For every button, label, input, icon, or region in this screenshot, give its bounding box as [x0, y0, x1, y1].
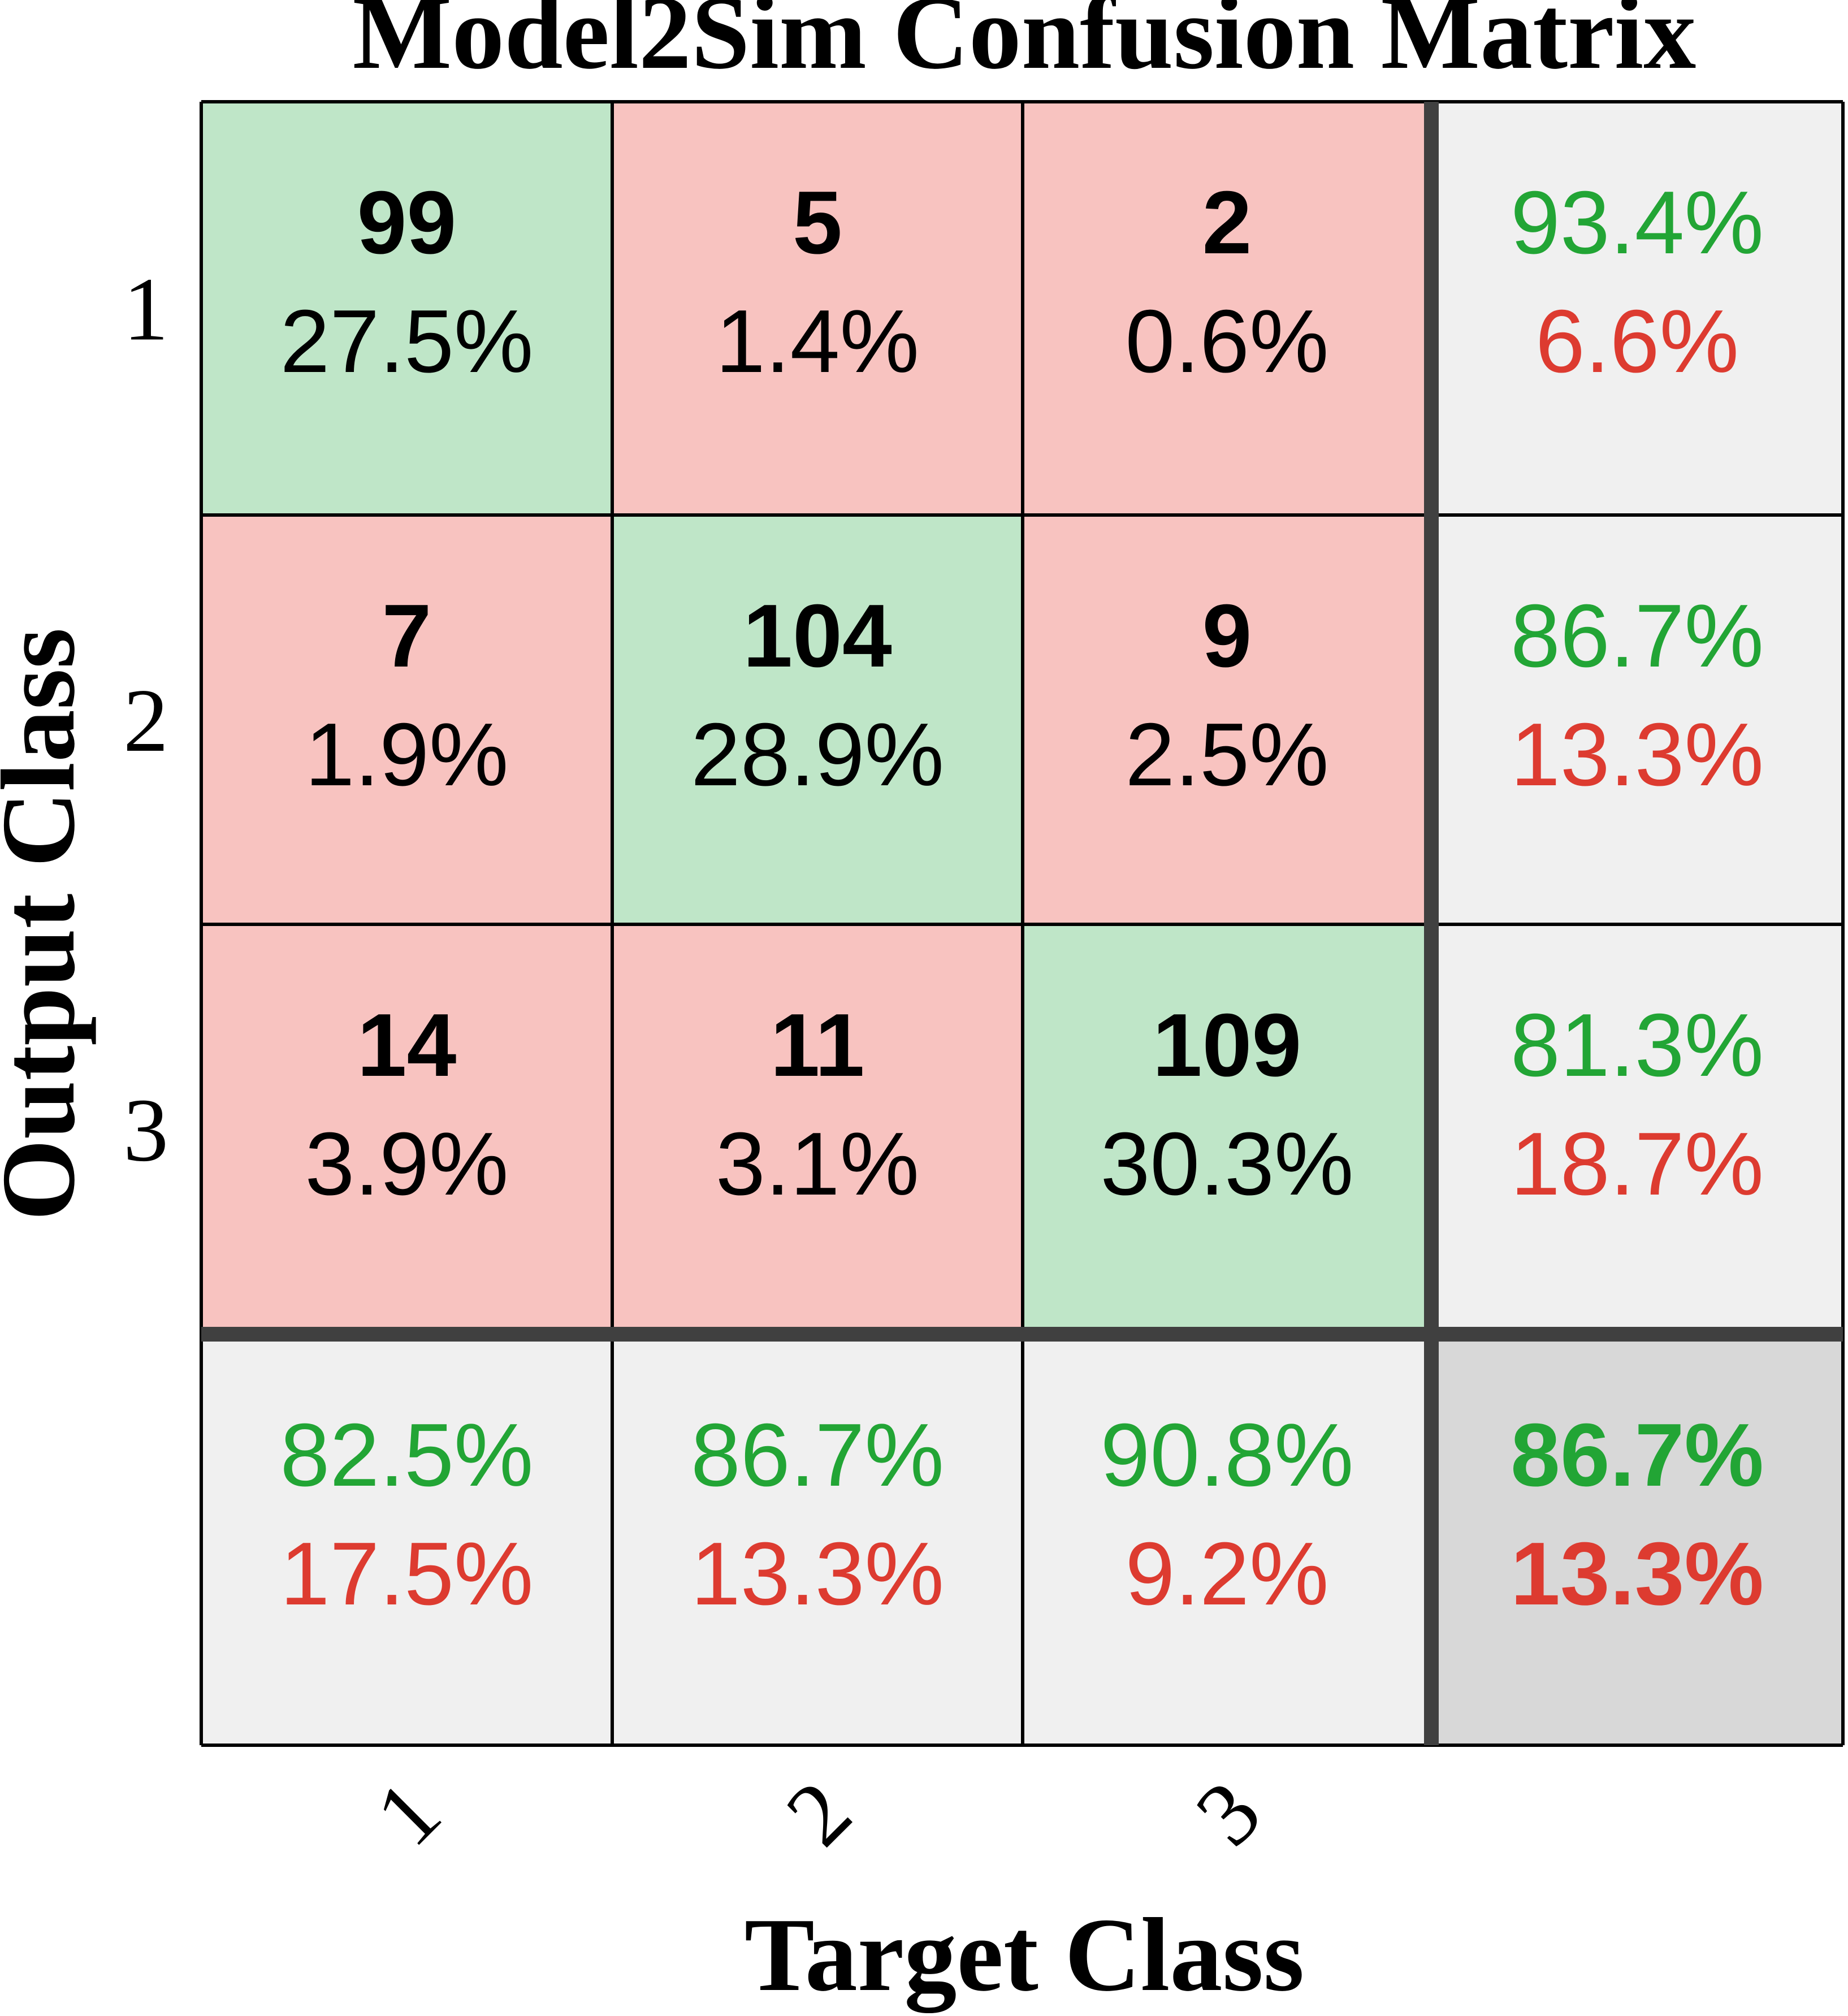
row-summary-cell-2 — [1431, 515, 1843, 924]
cell-percent-label: 2.5% — [1125, 705, 1328, 804]
cell-count-label: 2 — [1202, 173, 1252, 272]
cell-percent-label: 30.3% — [1100, 1114, 1353, 1214]
y-tick-label: 2 — [123, 670, 168, 771]
matrix-labels: 99 27.5% 5 1.4% 2 0.6% 7 1.9% 104 28.9% 9 2.5% 14 3.9… — [123, 173, 1764, 1864]
cell-count-label: 9 — [1202, 586, 1252, 686]
column-summary-cell-3 — [1023, 1334, 1431, 1745]
cell-count-label: 7 — [382, 586, 432, 686]
overall-incorrect: 13.3% — [1511, 1524, 1764, 1624]
cell-percent-label: 28.9% — [691, 705, 944, 804]
matrix-cell-1-3 — [1023, 102, 1431, 515]
matrix-cell-3-3 — [1023, 924, 1431, 1334]
y-axis-label: Output Class — [0, 628, 97, 1221]
cell-count-label: 99 — [357, 173, 457, 272]
cell-percent-label: 3.1% — [716, 1114, 919, 1214]
column-summary-incorrect: 9.2% — [1125, 1524, 1328, 1624]
row-summary-incorrect: 13.3% — [1511, 705, 1764, 804]
cell-count-label: 5 — [793, 173, 842, 272]
row-summary-incorrect: 6.6% — [1535, 292, 1739, 391]
row-summary-correct: 86.7% — [1511, 586, 1764, 686]
row-summary-correct: 93.4% — [1511, 173, 1764, 272]
column-summary-incorrect: 17.5% — [280, 1524, 533, 1624]
x-tick-label: 2 — [767, 1762, 870, 1864]
cell-count-label: 11 — [770, 996, 864, 1095]
cell-count-label: 14 — [357, 996, 457, 1095]
column-summary-correct: 82.5% — [280, 1405, 533, 1505]
overall-accuracy-cell — [1431, 1334, 1843, 1745]
cell-count-label: 104 — [743, 586, 892, 686]
column-summary-correct: 86.7% — [691, 1405, 944, 1505]
y-tick-label: 3 — [123, 1080, 168, 1180]
column-summary-correct: 90.8% — [1100, 1405, 1353, 1505]
cell-percent-label: 1.4% — [716, 292, 919, 391]
chart-title: Model2Sim Confusion Matrix — [353, 0, 1696, 91]
overall-correct: 86.7% — [1511, 1405, 1764, 1505]
cell-percent-label: 3.9% — [305, 1114, 508, 1214]
matrix-cell-3-1 — [201, 924, 612, 1334]
cell-percent-label: 0.6% — [1125, 292, 1328, 391]
y-tick-label: 1 — [123, 259, 168, 360]
x-axis-label: Target Class — [745, 1897, 1304, 2013]
row-summary-incorrect: 18.7% — [1511, 1114, 1764, 1214]
x-tick-label: 1 — [356, 1762, 459, 1864]
matrix-grid — [200, 100, 1845, 1747]
row-summary-cell-1 — [1431, 102, 1843, 515]
matrix-cell-1-2 — [612, 102, 1023, 515]
cell-percent-label: 1.9% — [305, 705, 508, 804]
column-summary-incorrect: 13.3% — [691, 1524, 944, 1624]
matrix-cell-2-3 — [1023, 515, 1431, 924]
matrix-cells — [201, 102, 1843, 1745]
x-tick-label: 3 — [1176, 1762, 1279, 1864]
column-summary-cell-1 — [201, 1334, 612, 1745]
cell-percent-label: 27.5% — [280, 292, 533, 391]
matrix-cell-1-1 — [201, 102, 612, 515]
matrix-cell-2-1 — [201, 515, 612, 924]
cell-count-label: 109 — [1153, 996, 1302, 1095]
row-summary-cell-3 — [1431, 924, 1843, 1334]
column-summary-cell-2 — [612, 1334, 1023, 1745]
row-summary-correct: 81.3% — [1511, 996, 1764, 1095]
matrix-cell-3-2 — [612, 924, 1023, 1334]
matrix-cell-2-2 — [612, 515, 1023, 924]
